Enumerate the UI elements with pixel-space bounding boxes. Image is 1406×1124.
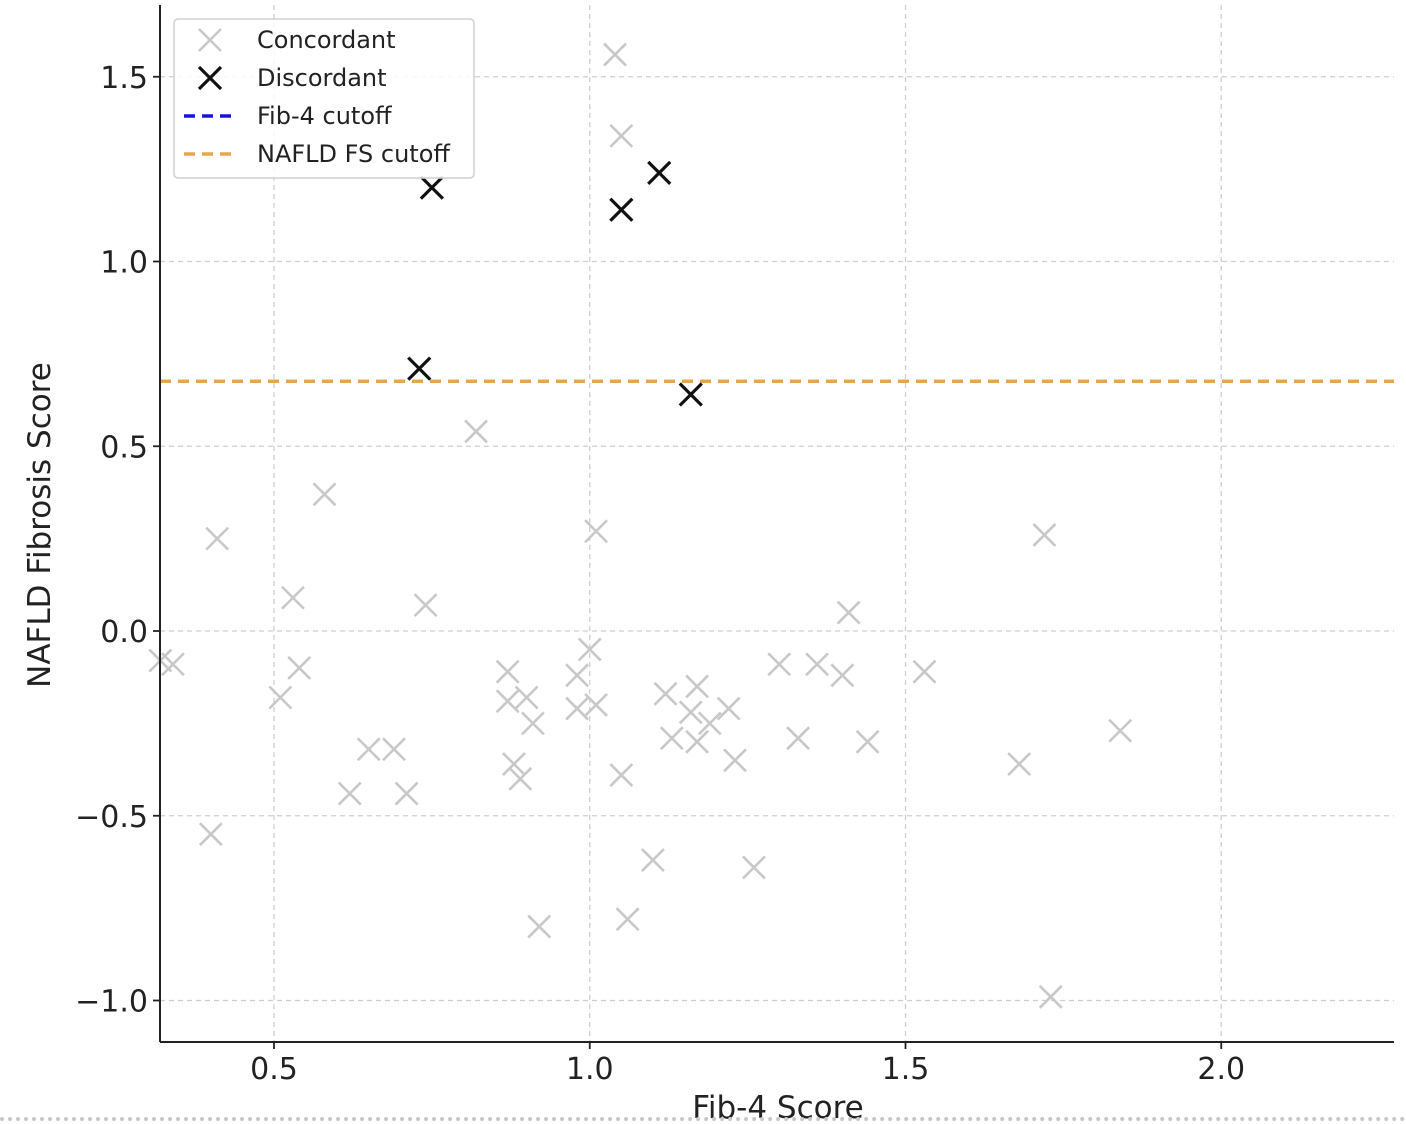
concordant-point-58 — [723, 748, 747, 773]
y-tick-label-2: 0.0 — [100, 615, 148, 650]
concordant-point-38 — [565, 663, 590, 688]
grid — [160, 5, 1394, 1042]
legend-label-discordant: Discordant — [257, 64, 387, 92]
concordant-point-63 — [640, 848, 665, 873]
concordant-point-45 — [678, 700, 703, 725]
concordant-point-35 — [268, 685, 293, 710]
concordant-point-22 — [584, 519, 608, 544]
concordant-point-47 — [716, 696, 741, 721]
concordant-point-49 — [685, 729, 710, 754]
x-tick-label-1: 1.0 — [566, 1052, 614, 1087]
concordant-point-48 — [659, 726, 684, 751]
concordant-point-31 — [495, 659, 520, 684]
concordant-point-61 — [394, 781, 419, 806]
concordant-point-60 — [337, 781, 362, 806]
y-tick-label-4: 1.0 — [100, 246, 148, 281]
concordant-point-65 — [527, 914, 552, 939]
concordant-point-51 — [855, 729, 880, 754]
x-tick-label-3: 2.0 — [1197, 1052, 1245, 1087]
legend-label-fib4-cutoff: Fib-4 cutoff — [257, 102, 392, 130]
concordant-point-55 — [502, 752, 526, 776]
concordant-point-36 — [495, 689, 520, 714]
concordant-point-34 — [912, 659, 937, 684]
concordant-point-21 — [205, 526, 230, 551]
x-tick-label-0: 0.5 — [250, 1052, 298, 1087]
concordant-point-46 — [697, 711, 722, 736]
concordant-point-24 — [281, 585, 305, 610]
concordant-point-42 — [685, 674, 710, 699]
concordant-point-67 — [1038, 984, 1063, 1009]
concordant-point-0 — [603, 42, 627, 67]
discordant-point-3 — [407, 356, 432, 381]
concordant-point-26 — [836, 600, 861, 625]
tick-labels: 0.51.01.52.02.53.03.54.0−1.0−0.50.00.51.… — [75, 61, 1245, 1087]
concordant-point-59 — [1007, 752, 1032, 776]
y-tick-label-5: 1.5 — [100, 61, 148, 96]
concordant-point-64 — [742, 855, 766, 880]
concordant-point-66 — [615, 907, 640, 932]
concordant-point-1 — [609, 123, 634, 148]
concordant-point-33 — [805, 652, 830, 677]
discordant-point-2 — [609, 197, 634, 222]
concordant-point-27 — [577, 637, 602, 662]
x-tick-label-2: 1.5 — [882, 1052, 930, 1087]
legend-marker-concordant — [198, 28, 222, 52]
concordant-point-41 — [653, 681, 678, 706]
concordant-point-54 — [382, 737, 406, 762]
y-tick-label-3: 0.5 — [100, 430, 148, 465]
concordant-point-44 — [520, 711, 545, 736]
concordant-point-40 — [565, 696, 590, 721]
concordant-point-19 — [464, 419, 488, 444]
concordant-point-23 — [1032, 523, 1057, 547]
concordant-point-43 — [830, 663, 855, 688]
legend-marker-discordant — [197, 65, 223, 91]
concordant-point-30 — [287, 656, 312, 680]
legend: Concordant Discordant Fib-4 cutoff NAFLD… — [173, 18, 475, 179]
concordant-point-50 — [786, 726, 811, 751]
legend-label-nafld-cutoff: NAFLD FS cutoff — [257, 140, 450, 168]
reference-lines — [160, 379, 1394, 383]
concordant-point-57 — [609, 763, 634, 788]
concordant-point-52 — [1108, 718, 1133, 743]
y-axis-label: NAFLD Fibrosis Score — [22, 362, 58, 688]
discordant-point-1 — [419, 175, 445, 200]
concordant-point-25 — [413, 593, 438, 618]
page-bottom-divider — [0, 1117, 1406, 1121]
concordant-point-20 — [312, 482, 337, 507]
concordant-point-53 — [356, 737, 381, 762]
legend-label-concordant: Concordant — [257, 26, 396, 54]
axes — [159, 5, 1394, 1043]
discordant-point-0 — [647, 160, 672, 185]
concordant-point-62 — [198, 822, 223, 847]
concordant-point-37 — [514, 685, 539, 710]
y-tick-label-0: −1.0 — [75, 985, 148, 1020]
data-points — [148, 42, 1133, 1009]
concordant-point-29 — [161, 652, 185, 677]
concordant-point-39 — [584, 692, 608, 717]
discordant-point-4 — [678, 382, 703, 407]
concordant-point-32 — [767, 652, 792, 677]
legend-box — [173, 18, 475, 179]
y-tick-label-1: −0.5 — [75, 800, 148, 835]
concordant-point-56 — [508, 766, 533, 791]
